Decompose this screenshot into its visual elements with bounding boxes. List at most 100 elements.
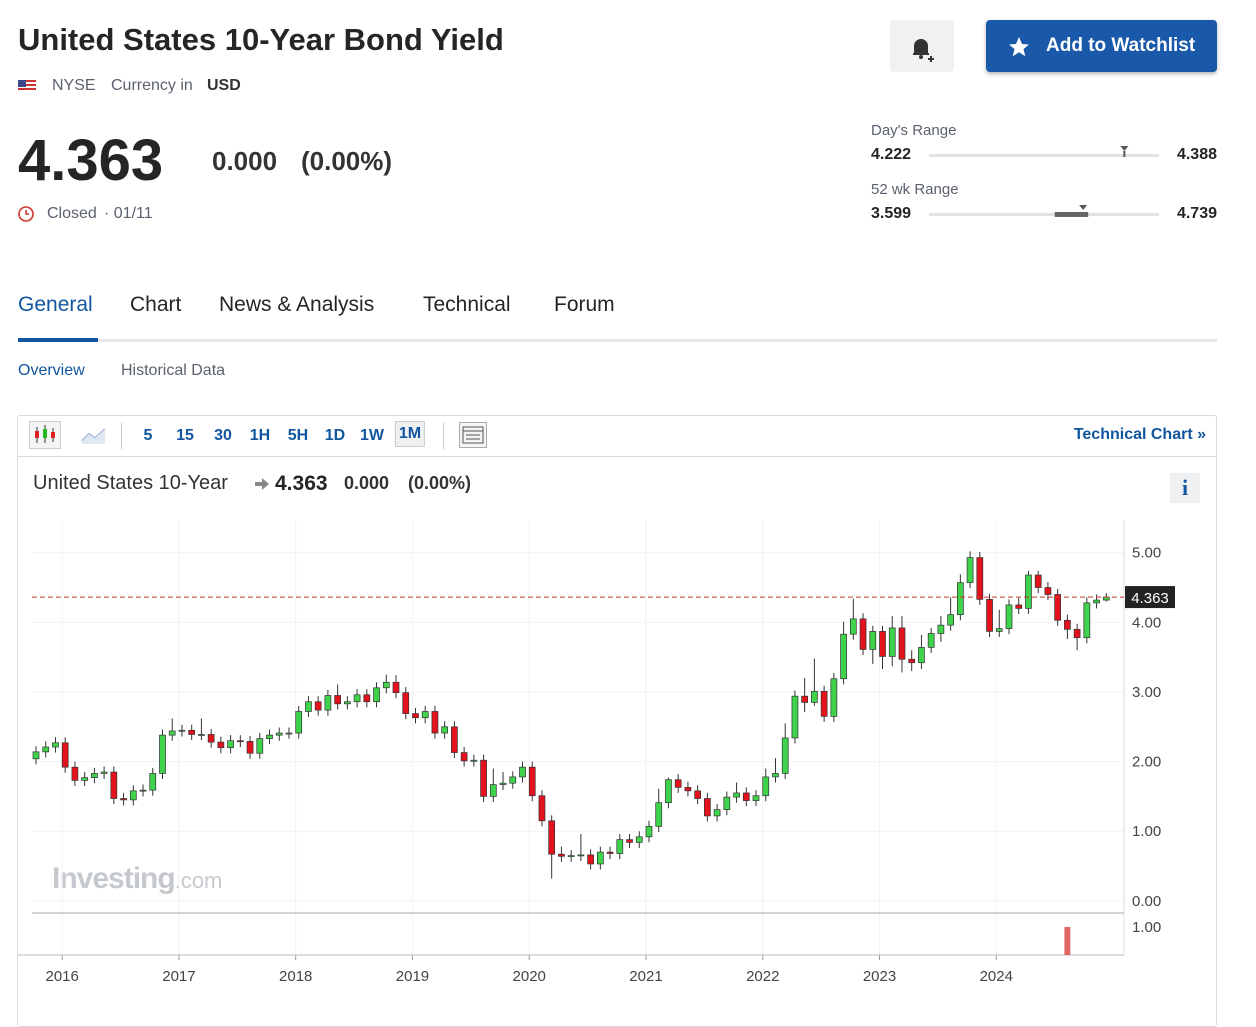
candle-body xyxy=(227,740,234,749)
days-range-bar xyxy=(929,154,1159,157)
candle-body xyxy=(966,557,974,584)
candle-body xyxy=(616,839,624,854)
candle-body xyxy=(470,759,478,762)
candle-body xyxy=(645,826,653,838)
candle-body xyxy=(577,854,585,857)
candle-body xyxy=(314,701,322,711)
candle-body xyxy=(742,792,750,801)
x-tick-label: 2022 xyxy=(746,968,779,985)
range-markers xyxy=(1054,146,1129,217)
candle-body xyxy=(684,787,692,792)
candle-body xyxy=(704,798,711,817)
candle-body xyxy=(499,782,507,785)
x-tick-label: 2016 xyxy=(46,968,79,985)
candle-body xyxy=(898,627,906,660)
separator xyxy=(443,423,444,449)
currency-label: Currency in xyxy=(111,77,193,94)
candle-body xyxy=(567,855,575,857)
candle-body xyxy=(334,695,341,705)
candle-body xyxy=(353,694,361,703)
tab[interactable]: Technical xyxy=(423,293,511,316)
interval[interactable]: 30 xyxy=(214,427,232,444)
candle-body xyxy=(217,741,225,749)
candle-body xyxy=(120,798,127,801)
flag xyxy=(18,80,36,92)
candle-icon[interactable] xyxy=(29,421,61,449)
legend-price: 4.363 xyxy=(275,472,328,495)
chart: 2016 2017 2018 2019 2020 2021 2022 2023 2024 0.00… xyxy=(18,520,1175,985)
candle-body xyxy=(178,729,186,732)
candle-body xyxy=(344,701,351,705)
technical-chart-link[interactable]: Technical Chart » xyxy=(1073,426,1206,443)
candle-body xyxy=(421,711,429,719)
alert-button[interactable] xyxy=(890,20,954,72)
watermark-brand: Investing xyxy=(52,862,176,895)
week52-range-bar xyxy=(929,213,1159,216)
candle-body xyxy=(71,766,79,781)
candle-body xyxy=(519,766,526,778)
candle-body xyxy=(528,766,536,797)
watchlist-button[interactable]: Add to Watchlist xyxy=(986,20,1217,72)
interval[interactable]: 15 xyxy=(176,427,194,444)
star-icon xyxy=(1009,37,1029,57)
y-tick-label: 0.00 xyxy=(1132,893,1161,910)
last-price-box xyxy=(1125,586,1175,609)
tab[interactable]: Forum xyxy=(554,293,615,316)
tab[interactable]: News & Analysis xyxy=(219,293,375,316)
week52-range-marker xyxy=(1079,205,1088,210)
candle-body xyxy=(558,853,565,857)
candle-body xyxy=(587,854,594,865)
tab[interactable]: General xyxy=(18,293,93,316)
candle-body xyxy=(61,742,69,768)
candle-body xyxy=(236,740,244,743)
candle-body xyxy=(927,633,935,648)
candle-body xyxy=(606,851,614,854)
candle-body xyxy=(976,557,984,600)
y-tick-label: 3.00 xyxy=(1132,684,1161,701)
x-tick-label: 2017 xyxy=(162,968,195,985)
candle-body xyxy=(781,737,789,774)
candle-body xyxy=(859,618,867,650)
watermark: Investing.com xyxy=(52,862,222,896)
candle-body xyxy=(947,614,954,626)
interval[interactable]: 5 xyxy=(143,427,153,444)
volume-bar xyxy=(1064,927,1071,955)
line-chart-icon[interactable] xyxy=(81,424,107,446)
candle-body xyxy=(1093,599,1100,604)
candle-body xyxy=(207,734,215,743)
x-tick-label: 2024 xyxy=(980,968,1013,985)
date: · 01/11 xyxy=(104,205,153,222)
layout-icon[interactable] xyxy=(459,422,487,448)
candle-body xyxy=(1073,628,1081,639)
candle-body xyxy=(752,795,760,801)
watchlist-label: Add to Watchlist xyxy=(1046,35,1196,56)
candle-body xyxy=(451,726,458,753)
candle-body xyxy=(869,631,877,650)
candle-body xyxy=(110,771,118,799)
candle-body xyxy=(246,741,254,754)
interval[interactable]: 5H xyxy=(287,427,309,444)
info-button[interactable]: i xyxy=(1170,473,1200,503)
clock-icon xyxy=(18,206,34,222)
candle-body xyxy=(168,730,176,736)
candle-body xyxy=(81,777,89,781)
tab[interactable]: Chart xyxy=(130,293,182,316)
candle-body xyxy=(1064,619,1071,630)
legend-change: 0.000 xyxy=(344,473,390,493)
subtab[interactable]: Overview xyxy=(18,362,85,379)
candle-body xyxy=(986,599,993,632)
candle-body xyxy=(733,792,740,798)
interval[interactable]: 1M xyxy=(394,421,426,447)
candle-body xyxy=(480,759,487,797)
interval[interactable]: 1H xyxy=(249,427,271,444)
interval[interactable]: 1D xyxy=(324,427,346,444)
candle-body xyxy=(665,779,672,804)
subtab[interactable]: Historical Data xyxy=(121,362,226,379)
candle-body xyxy=(1015,604,1023,609)
title: United States 10-Year Bond Yield xyxy=(18,22,504,57)
week52-range-label: 52 wk Range xyxy=(871,181,959,198)
interval[interactable]: 1W xyxy=(360,427,384,444)
candle-body xyxy=(285,732,293,735)
candle-body xyxy=(956,582,964,616)
x-tick-label: 2020 xyxy=(513,968,546,985)
